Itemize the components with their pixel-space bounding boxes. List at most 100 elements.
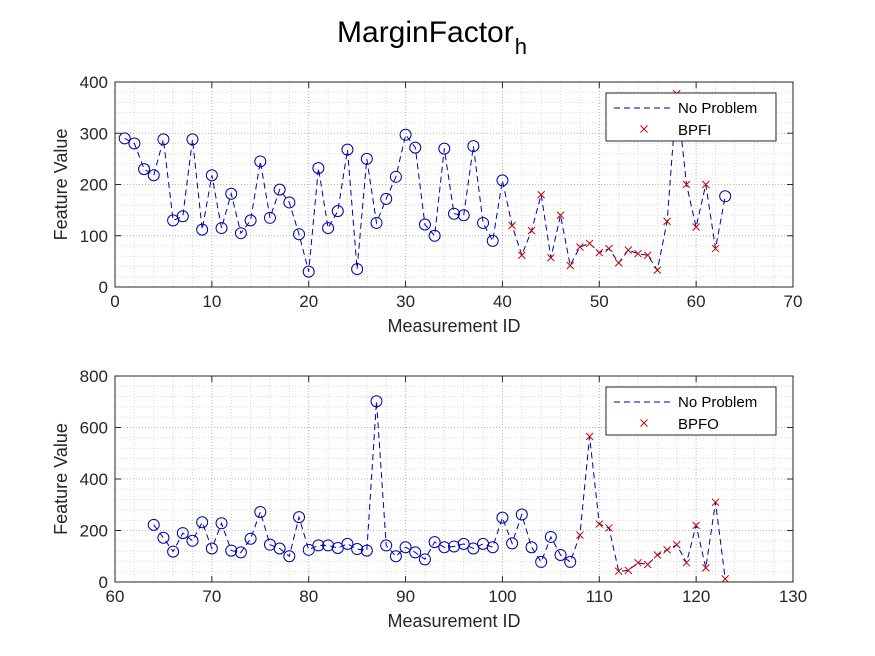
data-point-x xyxy=(643,251,652,260)
data-point-x xyxy=(653,266,662,274)
data-point-circle xyxy=(205,542,218,555)
data-point-circle xyxy=(312,162,325,175)
legend-label-no-problem: No Problem xyxy=(678,394,757,411)
data-point-x xyxy=(556,211,565,220)
legend-label-fault: BPFO xyxy=(678,416,719,433)
data-point-x xyxy=(663,217,671,226)
data-point-x xyxy=(595,520,604,528)
data-point-circle xyxy=(448,207,460,220)
data-point-circle xyxy=(457,209,470,222)
data-point-circle xyxy=(322,539,335,552)
data-point-circle xyxy=(370,216,383,229)
y-tick-label: 100 xyxy=(80,227,108,246)
data-point-circle xyxy=(273,542,286,555)
data-point-circle xyxy=(196,516,209,529)
data-point-circle xyxy=(225,187,238,200)
data-point-circle xyxy=(399,541,412,554)
title-main: MarginFactor xyxy=(337,16,514,49)
data-point-circle xyxy=(302,265,315,278)
data-point-circle xyxy=(535,555,548,568)
data-point-circle xyxy=(118,132,131,145)
data-point-circle xyxy=(564,555,577,568)
data-point-circle xyxy=(370,395,383,408)
series-line-no-problem xyxy=(153,401,726,579)
data-point-circle xyxy=(322,222,335,235)
data-point-circle xyxy=(360,152,373,165)
data-point-circle xyxy=(360,544,373,557)
y-tick-label: 300 xyxy=(80,124,108,143)
data-point-circle xyxy=(428,229,441,242)
y-tick-label: 0 xyxy=(99,573,108,592)
y-tick-label: 0 xyxy=(99,278,108,297)
x-axis-label: Measurement ID xyxy=(387,611,520,631)
y-tick-label: 200 xyxy=(80,176,108,195)
data-point-circle xyxy=(486,234,499,247)
x-tick-label: 60 xyxy=(687,292,706,311)
legend-label-no-problem: No Problem xyxy=(678,100,757,117)
data-point-x xyxy=(517,251,526,260)
x-tick-label: 20 xyxy=(299,292,318,311)
legend-box xyxy=(605,92,777,142)
legend-label-fault: BPFI xyxy=(678,122,711,139)
data-point-circle xyxy=(380,539,393,552)
x-tick-label: 0 xyxy=(110,292,119,311)
x-axis-label: Measurement ID xyxy=(387,316,520,336)
x-tick-label: 50 xyxy=(590,292,609,311)
data-point-circle xyxy=(263,211,276,224)
data-point-circle xyxy=(438,142,451,155)
series-group xyxy=(147,395,730,582)
data-point-circle xyxy=(418,218,431,231)
legend-marker-x xyxy=(640,125,648,133)
y-tick-label: 600 xyxy=(80,419,108,438)
series-line-no-problem xyxy=(124,93,726,272)
data-point-x xyxy=(585,432,594,441)
subplots: 0 10 20 30 40 50 60 70 0 100 200 300 400 Measurement … xyxy=(51,73,807,631)
y-axis-label: Feature Value xyxy=(51,129,71,241)
data-point-circle xyxy=(719,190,732,203)
data-point-circle xyxy=(254,155,267,168)
legend-marker-x xyxy=(640,419,648,427)
data-point-circle xyxy=(234,227,247,240)
data-point-x xyxy=(508,221,516,230)
x-tick-label: 70 xyxy=(784,292,803,311)
y-tick-label: 400 xyxy=(80,73,108,92)
x-tick-label: 100 xyxy=(488,587,516,606)
data-point-circle xyxy=(234,546,247,559)
data-point-circle xyxy=(525,541,538,554)
data-point-x xyxy=(672,540,681,549)
data-point-circle xyxy=(225,544,238,557)
data-point-x xyxy=(701,563,710,572)
data-point-x xyxy=(711,244,720,253)
data-point-x xyxy=(711,498,720,507)
data-point-circle xyxy=(448,540,460,553)
data-point-circle xyxy=(283,550,296,563)
data-point-x xyxy=(682,180,691,189)
data-point-circle xyxy=(506,537,519,550)
data-point-circle xyxy=(147,169,160,182)
data-point-circle xyxy=(389,550,402,563)
data-point-circle xyxy=(186,133,199,146)
legend: No Problem BPFI xyxy=(605,92,777,142)
data-point-x xyxy=(547,253,555,262)
data-point-circle xyxy=(380,192,393,205)
data-point-circle xyxy=(293,511,306,524)
data-point-circle xyxy=(196,223,209,236)
data-point-circle xyxy=(399,128,412,141)
data-point-x xyxy=(605,244,613,253)
y-tick-label: 400 xyxy=(80,470,108,489)
x-tick-label: 40 xyxy=(493,292,512,311)
data-point-circle xyxy=(467,140,480,153)
data-point-x xyxy=(595,248,604,257)
legend: No Problem BPFO xyxy=(605,386,777,436)
data-point-circle xyxy=(341,143,354,156)
data-point-circle xyxy=(341,537,354,550)
data-point-circle xyxy=(215,222,228,235)
series-group xyxy=(118,89,732,278)
data-point-circle xyxy=(438,541,451,554)
data-point-x xyxy=(653,551,662,559)
data-point-circle xyxy=(302,543,315,556)
data-point-circle xyxy=(467,542,480,555)
data-point-circle xyxy=(486,541,499,554)
data-point-x xyxy=(721,575,730,582)
data-point-circle xyxy=(544,530,557,543)
